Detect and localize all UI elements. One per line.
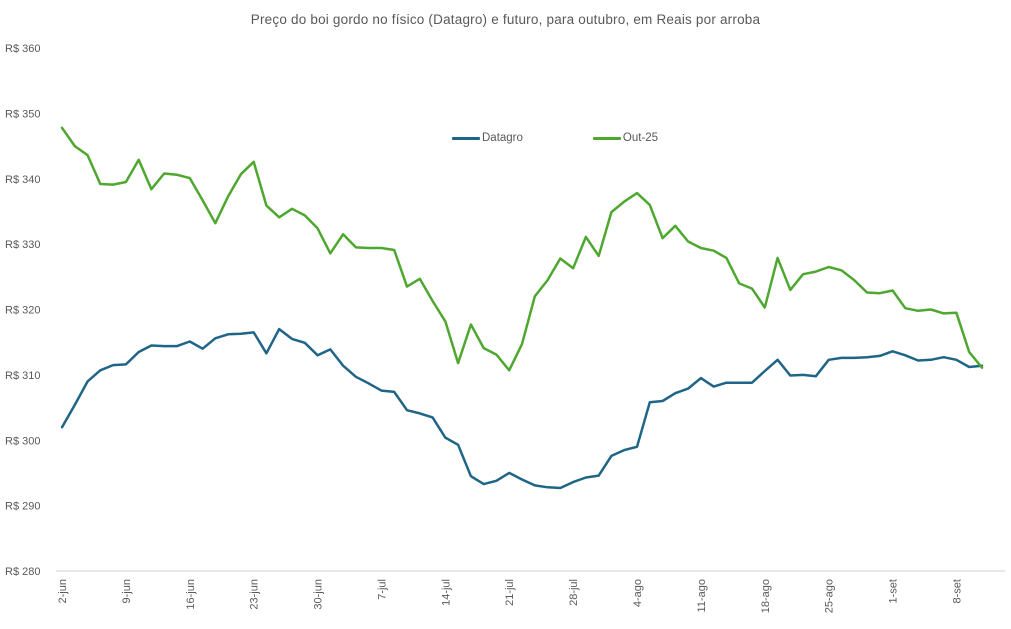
out25-line-swatch (592, 136, 621, 140)
y-axis-tick-label: R$ 310 (5, 370, 40, 382)
datagro-line (60, 327, 984, 490)
x-axis-tick-label: 25-ago (824, 579, 836, 613)
x-axis-tick-label: 18-ago (760, 579, 772, 613)
x-axis-tick-label: 16-jun (185, 579, 197, 610)
y-axis-tick-label: R$ 280 (5, 566, 40, 578)
x-axis-tick-label: 7-jul (376, 579, 388, 600)
y-axis-tick-label: R$ 320 (5, 305, 40, 317)
y-axis-tick-label: R$ 350 (5, 108, 40, 120)
chart-title: Preço do boi gordo no físico (Datagro) e… (250, 12, 761, 27)
x-axis-tick-label: 28-jul (568, 579, 580, 606)
legend-label-out25: Out-25 (622, 132, 659, 144)
datagro-line-swatch (452, 136, 480, 140)
x-axis-tick-label: 30-jun (313, 579, 325, 610)
y-axis-tick-label: R$ 300 (5, 435, 40, 447)
x-axis-tick-label: 1-set (888, 579, 900, 603)
y-axis-tick-label: R$ 360 (5, 43, 40, 55)
x-axis-tick-label: 9-jun (121, 579, 133, 603)
legend: Datagro Out-25 (452, 132, 658, 144)
out25-line (60, 126, 984, 372)
y-axis-tick-label: R$ 290 (5, 501, 40, 513)
y-axis-tick-label: R$ 340 (5, 174, 40, 186)
x-axis-tick-label: 2-jun (57, 579, 69, 603)
x-axis-tick-label: 4-ago (632, 579, 644, 607)
x-axis-tick-label: 11-ago (696, 579, 708, 612)
legend-item-out25: Out-25 (592, 132, 659, 144)
x-axis-tick-label: 8-set (951, 579, 963, 603)
x-axis-tick-label: 21-jul (504, 579, 516, 606)
legend-item-datagro: Datagro (452, 132, 523, 144)
y-axis-tick-label: R$ 330 (5, 239, 40, 251)
legend-label-datagro: Datagro (482, 132, 523, 144)
x-axis-tick-label: 14-jul (440, 579, 452, 606)
x-axis-tick-label: 23-jun (249, 579, 261, 610)
